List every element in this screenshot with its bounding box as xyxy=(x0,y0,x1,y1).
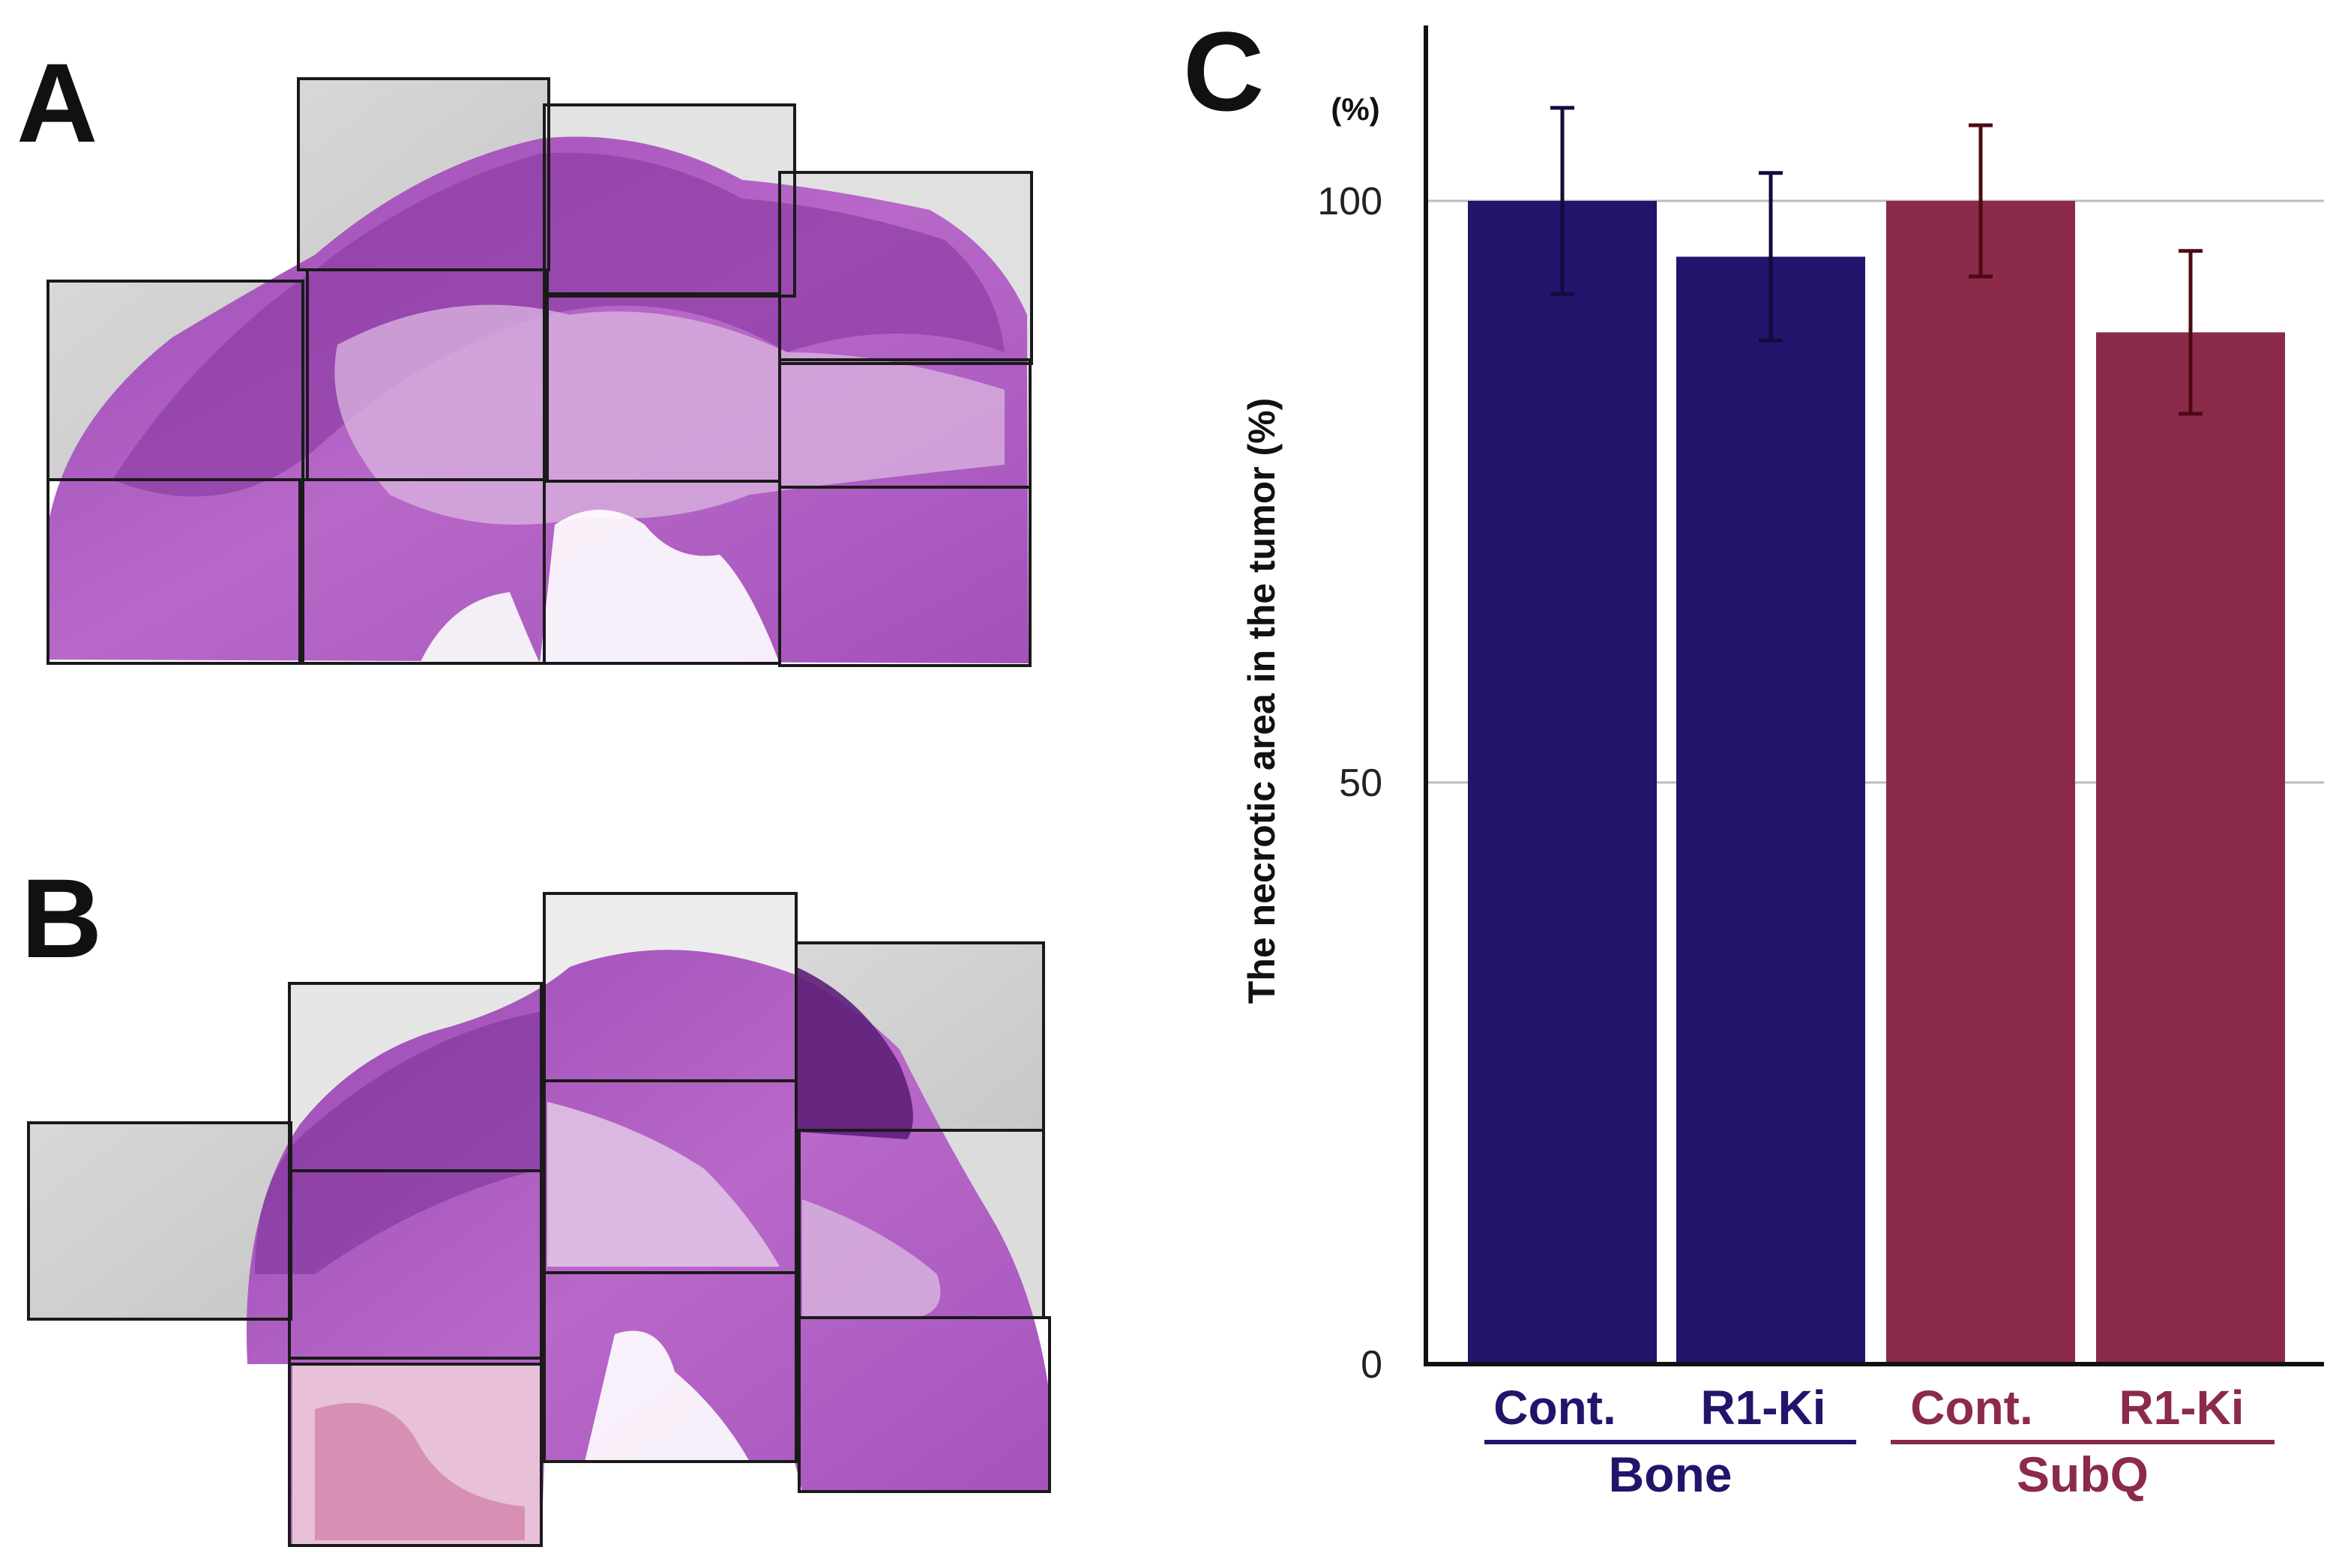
bar-2 xyxy=(1886,201,2075,1364)
image-tile xyxy=(798,1316,1051,1493)
tissue-dark-region xyxy=(255,1012,540,1274)
category-label: R1-Ki xyxy=(2119,1381,2244,1435)
background-tile xyxy=(28,1123,291,1319)
panel-label-c: C xyxy=(1183,8,1265,134)
tissue-light-region xyxy=(547,1102,780,1267)
image-tile xyxy=(543,1271,798,1463)
tissue-dark-region xyxy=(112,152,1005,497)
tissue-pink-region xyxy=(315,1402,525,1540)
tissue-dark-region xyxy=(796,967,913,1139)
y-axis-unit: (%) xyxy=(1331,91,1379,127)
tissue-light-region xyxy=(802,1199,941,1319)
y-tick-label: 100 xyxy=(1317,180,1382,223)
axes xyxy=(1424,25,2324,1366)
image-tile xyxy=(288,1357,543,1547)
y-tick-label: 0 xyxy=(1361,1343,1382,1387)
image-tile xyxy=(778,486,1032,667)
image-tile xyxy=(778,171,1033,365)
image-tile xyxy=(543,103,796,298)
panel-label-b: B xyxy=(21,855,103,981)
tissue-gap xyxy=(540,510,780,663)
category-label: Cont. xyxy=(1910,1381,2033,1435)
group-label: SubQ xyxy=(2017,1447,2149,1502)
histology-panel-b xyxy=(27,892,1051,1547)
y-tick-label: 50 xyxy=(1339,762,1382,805)
image-tile xyxy=(46,478,304,665)
category-label: R1-Ki xyxy=(1700,1381,1825,1435)
panel-label-a: A xyxy=(16,40,98,166)
histology-panel-a xyxy=(46,77,1033,667)
error-bars xyxy=(1550,106,2203,416)
y-axis-title: The necrotic area in the tumor (%) xyxy=(1241,398,1283,1004)
image-tile xyxy=(288,1169,543,1366)
tissue-gap xyxy=(420,592,540,663)
bar-0 xyxy=(1468,201,1657,1364)
category-label: Cont. xyxy=(1493,1381,1616,1435)
bars xyxy=(1468,201,2285,1365)
bar-1 xyxy=(1676,256,1865,1365)
chart-labels: 0 50 100 The necrotic area in the tumor (%)… xyxy=(1241,91,2275,1502)
tissue-gap xyxy=(585,1330,750,1462)
group-label: Bone xyxy=(1609,1447,1733,1502)
bar-3 xyxy=(2096,332,2285,1365)
